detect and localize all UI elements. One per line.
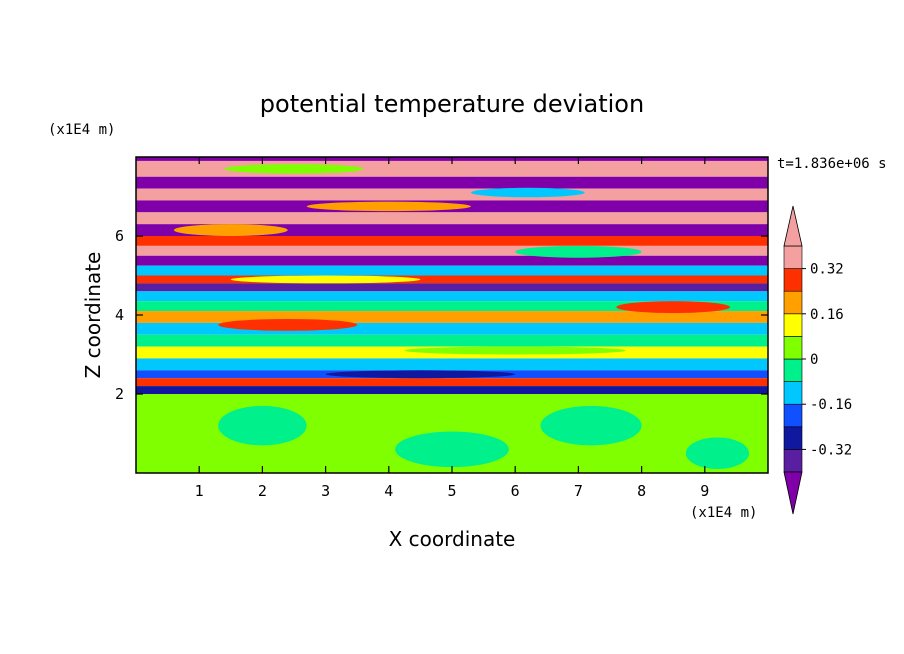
chart-title: potential temperature deviation [260,90,644,118]
colorbar-tick-label: 0 [810,352,818,368]
x-tick-label: 1 [195,482,204,500]
x-tick-label: 6 [511,482,520,500]
contour-band [136,301,768,312]
colorbar-swatch [783,313,803,337]
contour-region [218,405,307,446]
x-axis-unit: (x1E4 m) [690,505,757,521]
contour-region [173,224,288,236]
contour-band [136,291,768,302]
x-tick-label: 9 [700,482,709,500]
time-label: t=1.836e+06 s [777,156,887,172]
contour-region [306,201,471,212]
y-tick-label: 4 [115,306,124,324]
x-tick-label: 4 [384,482,393,500]
contour-band [136,378,768,387]
contour-region [218,318,358,331]
contour-band [136,322,768,335]
colorbar: 0.32 0.16 0 -0.16 -0.32 [783,205,852,515]
contour-band [136,275,768,284]
colorbar-tick-label: -0.32 [810,442,852,458]
colorbar-swatch [783,358,803,382]
contour-band [136,188,768,201]
y-axis-label: Z coordinate [81,252,105,379]
contour-region [230,275,421,284]
contour-region [515,245,642,258]
x-tick-label: 3 [321,482,330,500]
contour-region [540,405,642,446]
contour-region [325,370,516,379]
colorbar-swatch [783,245,803,269]
contour-region [224,164,364,174]
colorbar-swatch [783,290,803,315]
colorbar-swatch [783,268,803,292]
x-tick-label: 2 [258,482,267,500]
colorbar-max-arrow [783,205,803,247]
contour-band [136,386,768,394]
contour-region [616,301,731,314]
y-axis-unit: (x1E4 m) [48,122,115,138]
contour-region [685,437,750,470]
contour-band [136,212,768,225]
contour-band [136,236,768,246]
x-axis-label: X coordinate [389,527,516,551]
colorbar-swatch [783,403,803,428]
x-tick-label: 5 [447,482,456,500]
colorbar-tick-label: 0.32 [810,262,844,278]
y-tick-label: 6 [115,227,124,245]
x-axis-ticks: 1 2 3 4 5 6 7 8 9 [195,157,709,500]
contour-region [395,431,509,468]
colorbar-tick-label: 0.16 [810,307,844,323]
y-tick-label: 2 [115,385,124,403]
y-axis-ticks: 2 4 6 [115,227,768,403]
contour-band [136,265,768,276]
contour-band [136,334,768,347]
colorbar-swatch [783,426,803,450]
contour-band [136,245,768,256]
x-tick-label: 7 [574,482,583,500]
contour-band [136,176,768,189]
contour-band [136,283,768,292]
colorbar-tick-label: -0.16 [810,397,852,413]
colorbar-swatch [783,381,803,405]
contour-band [136,311,768,323]
contour-band [136,255,768,266]
contour-band [136,358,768,371]
x-tick-label: 8 [637,482,646,500]
contour-region [404,346,626,355]
colorbar-swatch [783,449,803,473]
heatmap-plot-area [136,157,768,473]
contour-band [136,224,768,236]
contour-region [470,187,585,198]
colorbar-min-arrow [783,471,803,515]
colorbar-swatch [783,336,803,360]
